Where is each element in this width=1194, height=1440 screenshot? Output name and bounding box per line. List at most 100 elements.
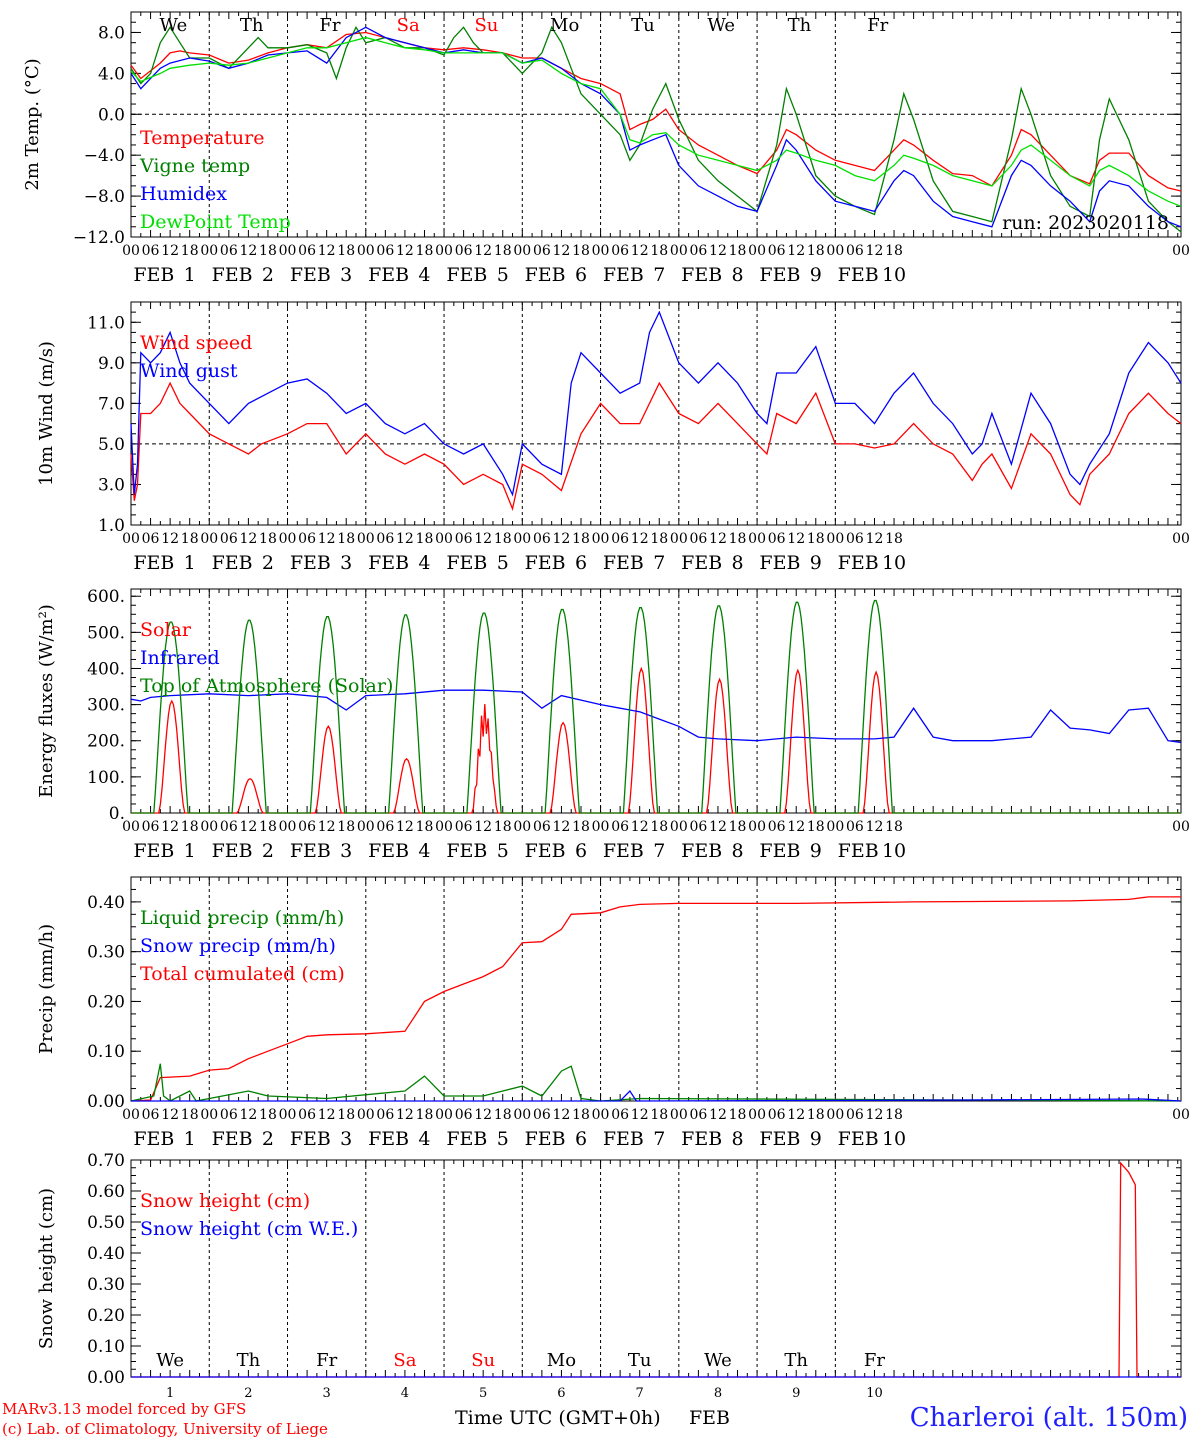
y-tick-label: 0.0 bbox=[98, 105, 125, 125]
x-hour-label: 18 bbox=[181, 531, 199, 547]
y-tick-label: 11.0 bbox=[87, 313, 125, 333]
day-name: Sa bbox=[397, 15, 420, 36]
x-date-label: 4 bbox=[418, 264, 430, 286]
series-line-wind-speed bbox=[130, 381, 1182, 511]
x-hour-label: 12 bbox=[866, 243, 884, 259]
series-line-humidex bbox=[130, 26, 1182, 228]
day-name: We bbox=[704, 1350, 732, 1371]
x-month-label: FEB bbox=[838, 840, 879, 862]
x-date-label: 5 bbox=[497, 1128, 509, 1150]
x-month-label: FEB bbox=[133, 552, 174, 574]
x-date-label: 5 bbox=[497, 840, 509, 862]
x-hour-label: 18 bbox=[259, 1107, 277, 1123]
x-date-label: 2 bbox=[262, 264, 274, 286]
x-month-label: FEB bbox=[368, 552, 409, 574]
y-tick-label: 100. bbox=[87, 768, 125, 788]
x-hour-label: 06 bbox=[768, 1107, 786, 1123]
x-date-label: 9 bbox=[810, 840, 822, 862]
x-hour-label: 12 bbox=[318, 243, 336, 259]
x-hour-label: 06 bbox=[298, 1107, 316, 1123]
x-axis-month: FEB bbox=[689, 1407, 730, 1429]
x-hour-label: 18 bbox=[494, 531, 512, 547]
x-date-label: 2 bbox=[262, 552, 274, 574]
x-hour-label: 00 bbox=[279, 243, 297, 259]
x-hour-label: 06 bbox=[533, 243, 551, 259]
x-date-label: 1 bbox=[184, 840, 196, 862]
x-hour-label: 12 bbox=[631, 243, 649, 259]
day-name: Sa bbox=[393, 1350, 416, 1371]
x-month-label: FEB bbox=[759, 552, 800, 574]
x-hour-label: 00 bbox=[1172, 819, 1190, 835]
x-hour-label: 12 bbox=[239, 531, 257, 547]
x-date-label: 5 bbox=[497, 552, 509, 574]
y-tick-label: 5.0 bbox=[98, 435, 125, 455]
x-date-label: 9 bbox=[810, 264, 822, 286]
x-hour-label: 18 bbox=[650, 531, 668, 547]
x-hour-label: 06 bbox=[846, 243, 864, 259]
x-month-label: FEB bbox=[290, 1128, 331, 1150]
series-line-vigne-temp bbox=[130, 25, 1182, 233]
x-hour-label: 18 bbox=[807, 819, 825, 835]
x-hour-label: 06 bbox=[533, 1107, 551, 1123]
x-hour-label: 18 bbox=[337, 531, 355, 547]
x-hour-label: 00 bbox=[200, 819, 218, 835]
x-hour-label: 18 bbox=[572, 1107, 590, 1123]
x-month-label: FEB bbox=[681, 264, 722, 286]
series-line-top-of-atmosphere-solar- bbox=[131, 599, 1181, 814]
x-hour-label: 18 bbox=[729, 531, 747, 547]
x-hour-label: 18 bbox=[885, 819, 903, 835]
legend-entry: Liquid precip (mm/h) bbox=[140, 907, 344, 929]
x-month-label: FEB bbox=[212, 552, 253, 574]
x-hour-label: 00 bbox=[435, 819, 453, 835]
x-hour-label: 18 bbox=[181, 1107, 199, 1123]
x-hour-label: 06 bbox=[846, 531, 864, 547]
x-hour-label: 06 bbox=[533, 531, 551, 547]
x-hour-label: 06 bbox=[298, 531, 316, 547]
x-hour-label: 06 bbox=[455, 819, 473, 835]
y-tick-label: 0.40 bbox=[87, 893, 125, 913]
series-line-temperature bbox=[130, 31, 1182, 192]
day-name: We bbox=[160, 15, 188, 36]
x-hour-label: 06 bbox=[611, 819, 629, 835]
x-hour-label: 12 bbox=[161, 531, 179, 547]
legend-entry: Snow height (cm W.E.) bbox=[140, 1218, 358, 1240]
x-hour-label: 06 bbox=[689, 819, 707, 835]
x-hour-label: 00 bbox=[1172, 531, 1190, 547]
x-hour-label: 00 bbox=[200, 243, 218, 259]
day-name: Tu bbox=[628, 1350, 652, 1371]
x-hour-label: 18 bbox=[337, 819, 355, 835]
x-hour-label: 06 bbox=[533, 819, 551, 835]
x-hour-label: 12 bbox=[239, 819, 257, 835]
x-hour-label: 06 bbox=[220, 243, 238, 259]
x-hour-label: 00 bbox=[279, 531, 297, 547]
x-hour-label: 06 bbox=[220, 1107, 238, 1123]
x-hour-label: 18 bbox=[259, 243, 277, 259]
x-hour-label: 12 bbox=[474, 819, 492, 835]
x-month-label: FEB bbox=[446, 264, 487, 286]
day-name: Th bbox=[237, 1350, 261, 1371]
station-title: Charleroi (alt. 150m) bbox=[910, 1403, 1188, 1433]
x-hour-label: 12 bbox=[239, 243, 257, 259]
x-hour-label: 18 bbox=[337, 243, 355, 259]
x-date-label: 4 bbox=[418, 552, 430, 574]
x-date-label: 9 bbox=[810, 1128, 822, 1150]
x-month-label: FEB bbox=[290, 552, 331, 574]
x-hour-label: 06 bbox=[768, 531, 786, 547]
x-hour-label: 00 bbox=[122, 531, 140, 547]
y-tick-label: −4.0 bbox=[84, 146, 125, 166]
x-hour-label: 00 bbox=[435, 531, 453, 547]
y-tick-label: 0.70 bbox=[87, 1151, 125, 1171]
x-hour-label: 00 bbox=[670, 1107, 688, 1123]
day-name: We bbox=[707, 15, 735, 36]
x-hour-label: 00 bbox=[826, 1107, 844, 1123]
x-hour-label: 12 bbox=[239, 1107, 257, 1123]
x-hour-label: 06 bbox=[768, 243, 786, 259]
x-hour-label: 12 bbox=[396, 1107, 414, 1123]
day-name: Tu bbox=[631, 15, 655, 36]
x-hour-label: 18 bbox=[807, 243, 825, 259]
x-hour-label: 18 bbox=[416, 531, 434, 547]
plot-frame bbox=[130, 11, 1182, 238]
x-hour-label: 00 bbox=[670, 531, 688, 547]
x-hour-label: 18 bbox=[181, 819, 199, 835]
legend-entry: Total cumulated (cm) bbox=[140, 963, 345, 985]
